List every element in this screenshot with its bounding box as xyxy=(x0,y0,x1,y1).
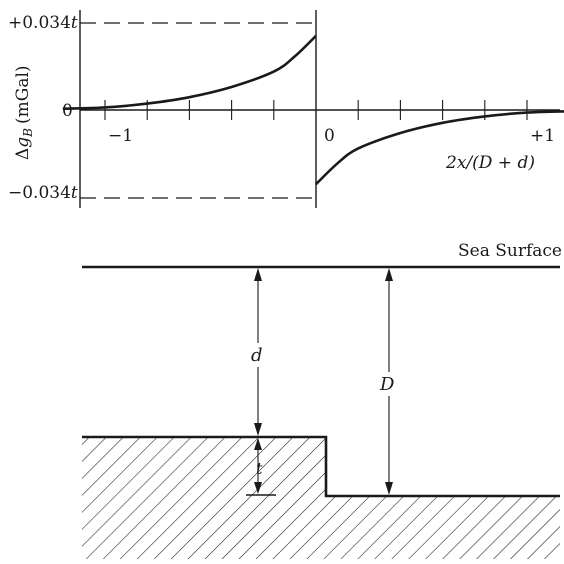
cross-section: Sea Surface d D t xyxy=(82,241,562,559)
t-label: t xyxy=(256,459,263,478)
x-zero-label: 0 xyxy=(324,126,335,146)
y-top-label: +0.034t xyxy=(8,13,78,33)
D-arrow-bottom xyxy=(385,482,393,495)
y-axis-title: ΔgB(mGal) xyxy=(13,65,35,160)
d-arrow-top xyxy=(254,268,262,281)
t-arrow-top xyxy=(254,438,262,450)
x-axis-title: 2x/(D + d) xyxy=(445,153,535,173)
D-label: D xyxy=(379,374,395,395)
sea-surface-label: Sea Surface xyxy=(458,241,562,261)
d-arrow-bottom xyxy=(254,423,262,436)
x-minus-one-label: −1 xyxy=(108,126,133,146)
D-arrow-top xyxy=(385,268,393,281)
y-bottom-label: −0.034t xyxy=(8,183,78,203)
t-arrow-bottom xyxy=(254,482,262,494)
D-label-bg xyxy=(379,372,399,396)
seafloor-hatching xyxy=(82,437,560,559)
y-zero-label: 0 xyxy=(62,101,73,121)
anomaly-curve-right xyxy=(315,110,564,186)
x-plus-one-label: +1 xyxy=(530,126,555,146)
d-label-bg xyxy=(250,343,266,367)
d-label: d xyxy=(251,345,263,366)
anomaly-plot: +0.034t 0 −0.034t ΔgB(mGal) −1 0 +1 2x/(… xyxy=(8,10,564,208)
seafloor-profile xyxy=(82,435,560,498)
anomaly-curve-left xyxy=(62,34,317,110)
